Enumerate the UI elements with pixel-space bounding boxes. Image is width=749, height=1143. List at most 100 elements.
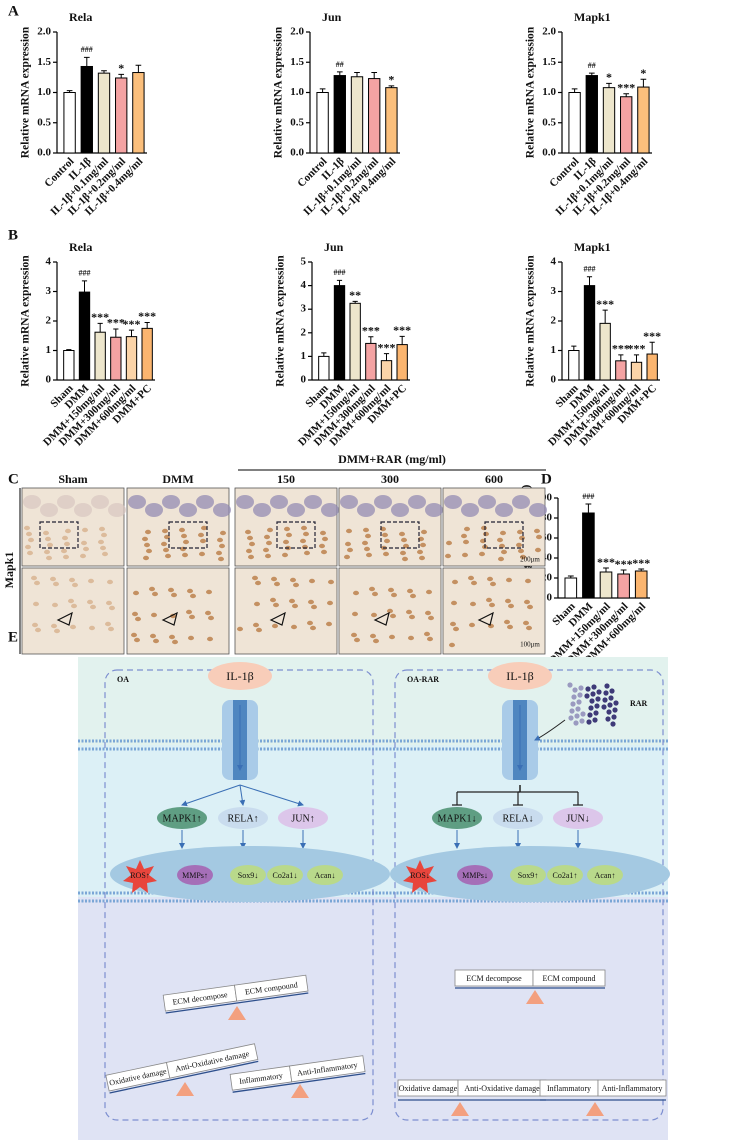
cell — [263, 547, 269, 553]
cell — [107, 579, 113, 585]
tissue — [374, 495, 392, 509]
column-label: DMM — [162, 472, 193, 486]
error-bar — [571, 88, 578, 93]
error-bar — [638, 568, 645, 571]
tissue — [128, 495, 146, 509]
bar — [564, 577, 578, 599]
drug-particle — [590, 691, 596, 697]
significance-label: *** — [643, 329, 661, 343]
cell — [373, 638, 379, 644]
y-tick-label: 60 — [541, 532, 553, 544]
drug-particle — [613, 700, 619, 706]
bar — [115, 77, 128, 154]
cell — [286, 532, 292, 538]
cell — [486, 597, 492, 603]
cell — [301, 525, 307, 531]
cell — [536, 534, 542, 540]
cell — [389, 634, 395, 640]
chart-title: Jun — [322, 10, 342, 24]
cell — [254, 601, 260, 607]
cell — [133, 590, 139, 596]
cell — [388, 587, 394, 593]
cell — [487, 576, 493, 582]
arrowhead — [373, 611, 390, 626]
cell — [535, 547, 541, 553]
cell — [524, 599, 530, 605]
fulcrum — [228, 1006, 246, 1020]
significance-label: ### — [334, 268, 346, 277]
tissue — [495, 503, 513, 517]
fulcrum — [526, 990, 544, 1004]
zoom-box — [168, 521, 208, 549]
cell — [208, 615, 214, 621]
cell — [497, 537, 503, 543]
cell — [501, 549, 507, 555]
target — [278, 807, 328, 829]
significance-label: ** — [349, 288, 361, 302]
cell — [205, 610, 211, 616]
drug-particle — [577, 692, 583, 698]
cell — [364, 546, 370, 552]
gene — [307, 865, 343, 885]
cell — [351, 632, 357, 638]
drug-particle — [575, 706, 581, 712]
cell — [321, 549, 327, 555]
cell — [382, 532, 388, 538]
cell — [165, 553, 171, 559]
y-tick-label: 1.5 — [37, 56, 51, 68]
cell — [326, 621, 332, 627]
cell — [146, 548, 152, 554]
cell — [450, 621, 456, 627]
y-tick-label: 3 — [551, 285, 557, 297]
y-tick-label: 3 — [46, 285, 52, 297]
cell — [102, 551, 108, 557]
cell — [527, 604, 533, 610]
tissue — [196, 495, 214, 509]
target-label: JUN↑ — [291, 813, 314, 824]
tissue — [529, 503, 547, 517]
arrow — [239, 784, 304, 807]
cell — [43, 530, 49, 536]
cell — [68, 598, 74, 604]
bar — [333, 75, 346, 154]
y-tick-label: 1.5 — [542, 56, 556, 68]
gene-label: ROS↓ — [410, 871, 430, 880]
drug-particle — [568, 715, 574, 721]
significance-label: *** — [615, 557, 633, 571]
bar — [585, 75, 598, 154]
cell — [108, 626, 114, 632]
cell — [163, 547, 169, 553]
gene-label: ROS↑ — [130, 871, 150, 880]
panel-label: B — [8, 227, 18, 243]
cell — [63, 554, 69, 560]
cell — [353, 590, 359, 596]
cell — [33, 601, 39, 607]
cell — [517, 529, 523, 535]
tissue — [236, 495, 254, 509]
bar — [80, 65, 93, 154]
cell — [399, 531, 405, 537]
drug-particle — [612, 707, 618, 713]
cell — [489, 602, 495, 608]
cell — [516, 542, 522, 548]
gene — [510, 865, 546, 885]
y-tick-label: 0.0 — [290, 147, 304, 159]
y-tick-label: 3 — [301, 303, 307, 315]
drug-particle — [603, 690, 609, 696]
drug-particle — [610, 721, 616, 727]
error-bar — [113, 328, 119, 338]
gene — [177, 865, 213, 885]
ros-star — [403, 860, 437, 893]
cell — [505, 598, 511, 604]
tissue — [287, 503, 305, 517]
cell — [171, 592, 177, 598]
target-label: MAPK1↓ — [438, 813, 477, 824]
bar — [637, 86, 650, 154]
cell — [369, 586, 375, 592]
drug-particle — [576, 699, 582, 705]
cell — [271, 576, 277, 582]
cell — [144, 542, 150, 548]
cell — [72, 582, 78, 588]
cell — [51, 623, 57, 629]
